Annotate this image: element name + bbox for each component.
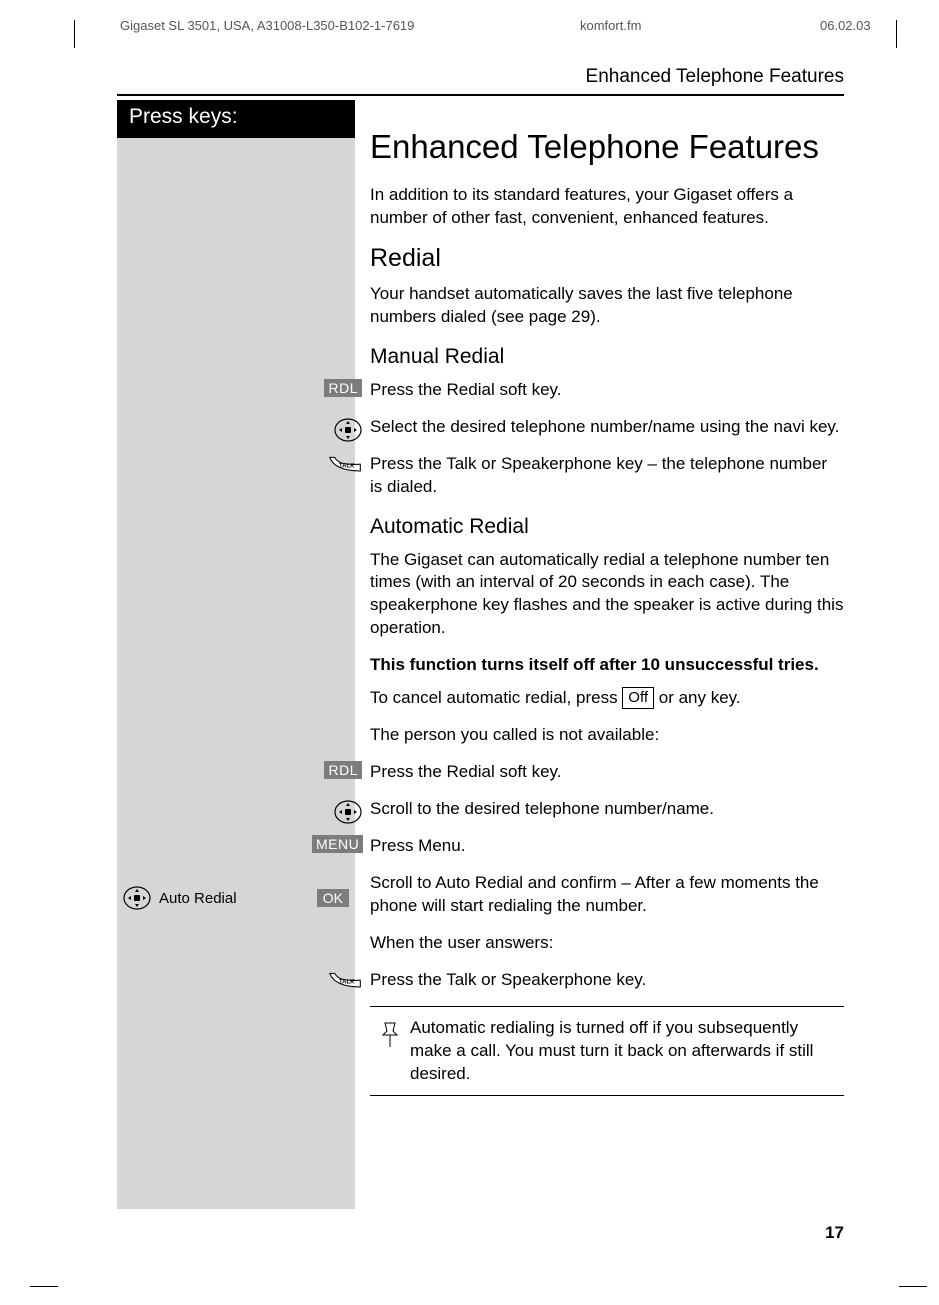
intro-text: In addition to its standard features, yo… (370, 184, 844, 230)
section-header: Enhanced Telephone Features (586, 66, 844, 88)
note-box: Automatic redialing is turned off if you… (370, 1006, 844, 1097)
navi-key-icon (123, 884, 151, 912)
auto-p2: The person you called is not available: (370, 724, 844, 747)
step-text: When the user answers: (370, 932, 844, 955)
rdl-key-icon: RDL (312, 379, 362, 398)
svg-text:TALK: TALK (339, 463, 355, 469)
press-keys-label: Press keys: (117, 100, 355, 138)
step-text: Press the Talk or Speakerphone key – the… (370, 453, 844, 499)
off-key: Off (622, 687, 654, 709)
rdl-key-icon: RDL (312, 761, 362, 780)
header-date: 06.02.03 (820, 18, 871, 33)
step-text: Select the desired telephone number/name… (370, 416, 844, 439)
text-fragment: To cancel automatic redial, press (370, 688, 622, 707)
main-content: Enhanced Telephone Features In addition … (370, 108, 844, 1096)
auto-text: The Gigaset can automatically redial a t… (370, 549, 844, 641)
page-title: Enhanced Telephone Features (370, 128, 844, 166)
redial-heading: Redial (370, 244, 844, 273)
header-left: Gigaset SL 3501, USA, A31008-L350-B102-1… (120, 18, 414, 33)
sidebar: Auto Redial OK (117, 138, 355, 1209)
navi-key-icon (312, 416, 362, 449)
text-fragment: or any key. (654, 688, 741, 707)
step-text: Press the Redial soft key. (370, 379, 844, 402)
page-number: 17 (825, 1223, 844, 1243)
talk-key-icon: TALK (312, 971, 362, 996)
step-text: Press the Talk or Speakerphone key. (370, 969, 844, 992)
note-text: Automatic redialing is turned off if you… (410, 1017, 844, 1086)
talk-key-icon: TALK (312, 455, 362, 480)
auto-redial-heading: Automatic Redial (370, 515, 844, 539)
sidebar-auto-redial-row: Auto Redial OK (117, 884, 355, 912)
sidebar-item-label: Auto Redial (159, 890, 237, 907)
redial-text: Your handset automatically saves the las… (370, 283, 844, 329)
navi-key-icon (312, 798, 362, 831)
pushpin-icon (370, 1017, 410, 1086)
menu-key-icon: MENU (312, 835, 362, 854)
step-text: Scroll to Auto Redial and confirm – Afte… (370, 872, 844, 918)
auto-cancel-text: To cancel automatic redial, press Off or… (370, 687, 844, 710)
svg-text:TALK: TALK (339, 979, 355, 985)
crop-mark (899, 1286, 927, 1287)
crop-mark (74, 20, 75, 48)
ok-key-badge: OK (317, 889, 349, 907)
doc-header: Gigaset SL 3501, USA, A31008-L350-B102-1… (120, 18, 879, 33)
crop-mark (896, 20, 897, 48)
step-text: Press the Redial soft key. (370, 761, 844, 784)
header-mid: komfort.fm (580, 18, 641, 33)
crop-mark (30, 1286, 58, 1287)
manual-redial-heading: Manual Redial (370, 345, 844, 369)
auto-bold-text: This function turns itself off after 10 … (370, 654, 844, 677)
step-text: Press Menu. (370, 835, 844, 858)
horizontal-rule (117, 94, 844, 96)
step-text: Scroll to the desired telephone number/n… (370, 798, 844, 821)
